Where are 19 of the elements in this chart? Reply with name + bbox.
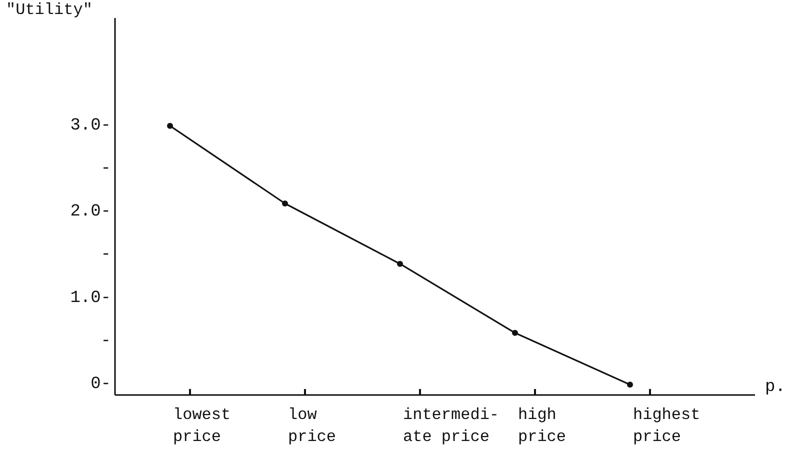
y-axis-title: "Utility" [6, 1, 92, 19]
x-tick-label: highest price [633, 406, 700, 446]
x-tick-label: high price [518, 406, 566, 446]
point [282, 200, 288, 206]
point [397, 260, 403, 267]
x-tick-label: lowest price [173, 406, 231, 446]
y-tick-label: - [100, 332, 111, 352]
point [627, 382, 633, 388]
y-tick-label: - [100, 246, 111, 265]
point [167, 122, 173, 129]
y-tick-label: 1.0- [70, 288, 111, 308]
y-tick-label: 0- [90, 375, 111, 394]
x-tick-label: low price [288, 406, 336, 446]
y-tick-label: - [100, 159, 111, 178]
x-tick-label: intermedi- ate price [403, 406, 500, 446]
y-tick-label: 2.0- [70, 202, 111, 222]
x-axis-title: p. [765, 378, 786, 397]
point [512, 330, 518, 336]
y-tick-label: 3.0- [70, 116, 111, 136]
